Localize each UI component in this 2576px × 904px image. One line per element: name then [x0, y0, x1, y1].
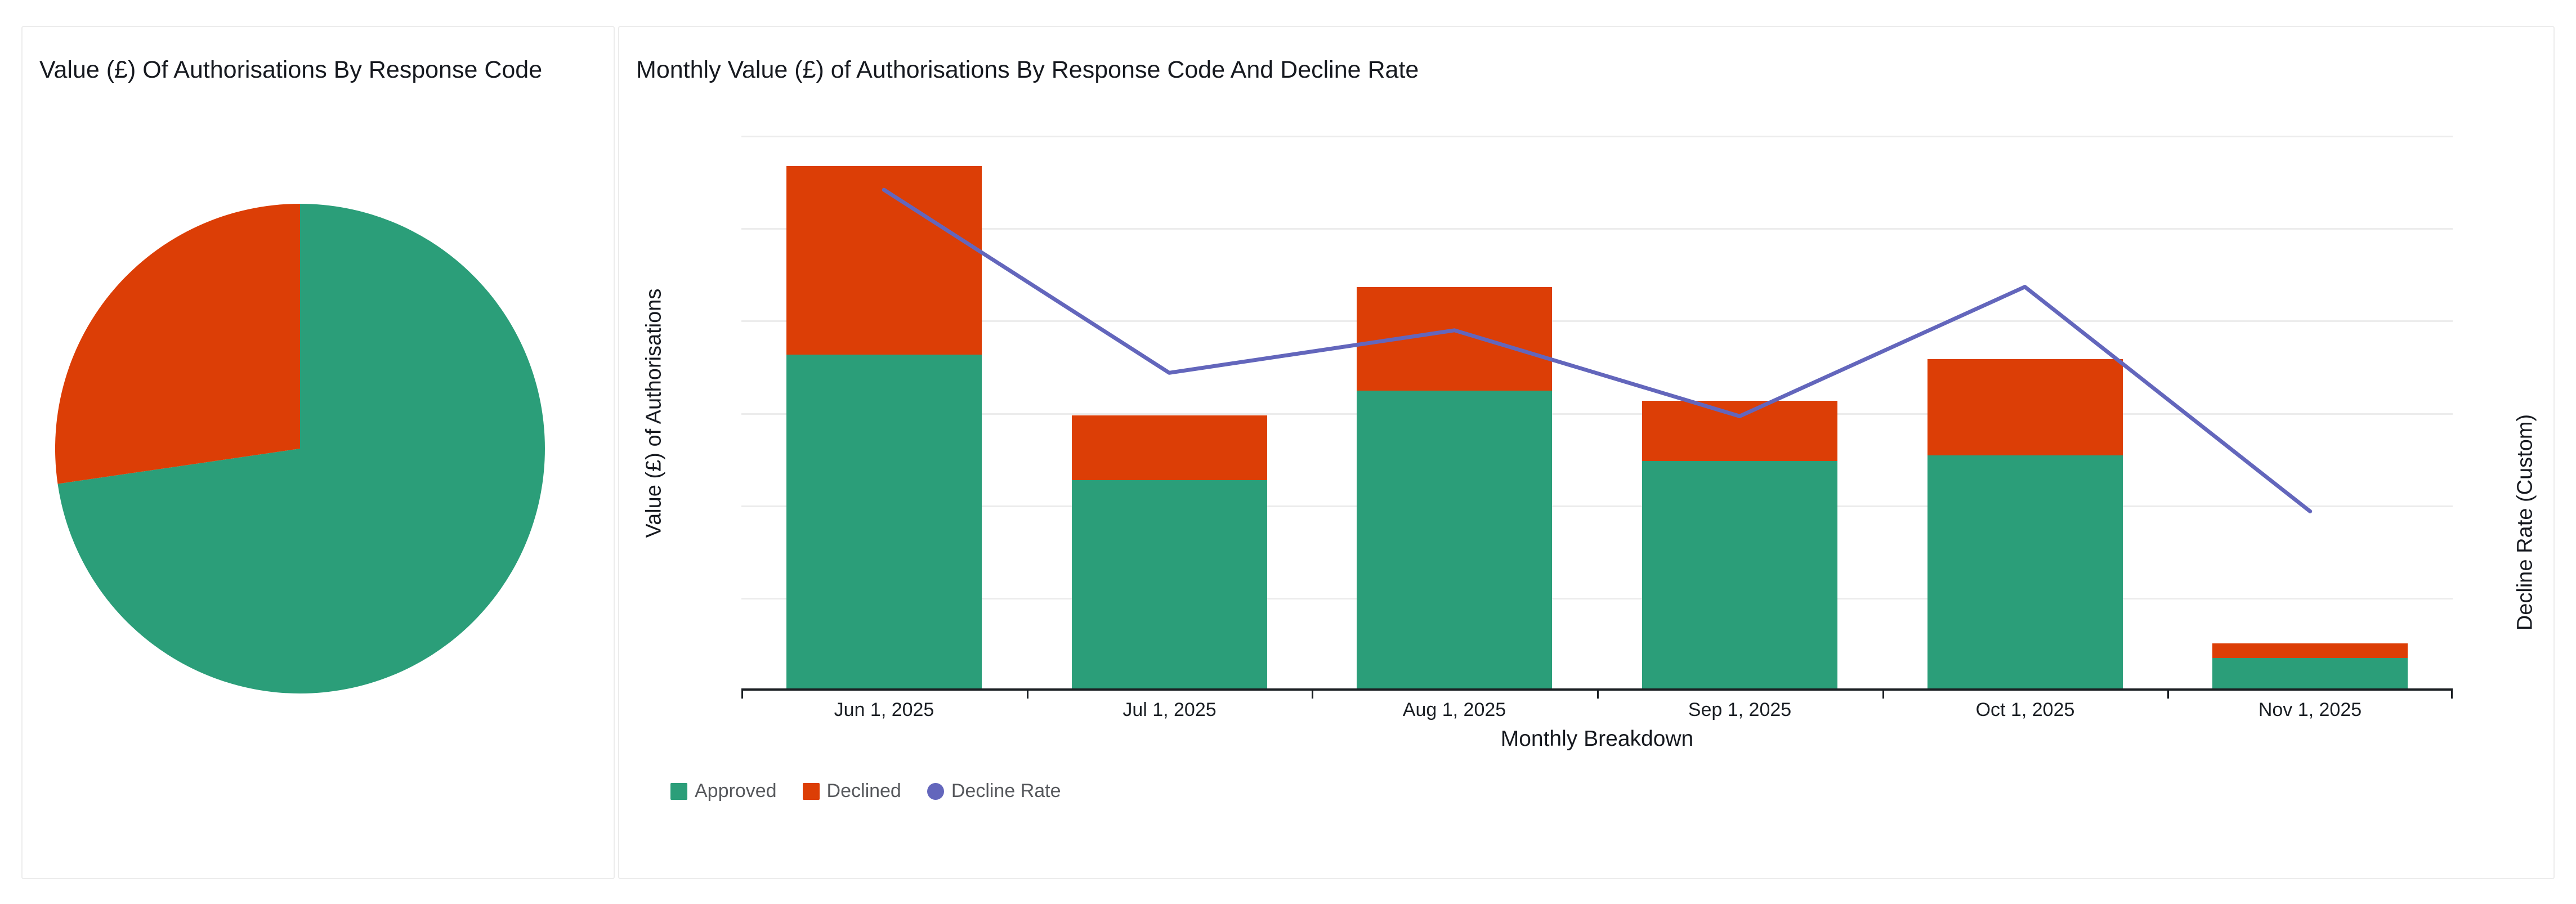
combo-plot-area[interactable]	[741, 136, 2453, 699]
approved-segment[interactable]	[2212, 658, 2408, 691]
approved-segment[interactable]	[786, 355, 982, 691]
legend-label: Decline Rate	[951, 780, 1061, 802]
approved-segment[interactable]	[1072, 480, 1267, 691]
pie-chart-card: Value (£) Of Authorisations By Response …	[21, 26, 615, 879]
decline-rate-swatch-icon	[927, 782, 944, 800]
gridline	[741, 136, 2453, 137]
bar-jun-1-2025[interactable]	[786, 166, 982, 691]
x-tick-label-nov-1-2025: Nov 1, 2025	[2258, 699, 2362, 720]
gridline	[741, 505, 2453, 507]
bar-aug-1-2025[interactable]	[1357, 287, 1552, 691]
declined-segment[interactable]	[786, 166, 982, 355]
chart-legend: Approved Declined Decline Rate	[670, 780, 1061, 802]
y-axis-title-right: Decline Rate (Custom)	[2513, 414, 2537, 631]
bar-oct-1-2025[interactable]	[1927, 359, 2123, 691]
x-axis-tick	[1027, 691, 1028, 699]
pie-chart[interactable]	[55, 204, 545, 693]
x-axis-tick	[1597, 691, 1599, 699]
bar-nov-1-2025[interactable]	[2212, 643, 2408, 691]
x-axis-title: Monthly Breakdown	[1500, 727, 1694, 751]
declined-swatch-icon	[802, 782, 820, 800]
pie-slice-approved[interactable]	[57, 204, 545, 693]
x-tick-label-aug-1-2025: Aug 1, 2025	[1402, 699, 1506, 720]
x-axis-line	[741, 688, 2453, 691]
x-axis-tick-labels: Jun 1, 2025 Jul 1, 2025 Aug 1, 2025 Sep 1, …	[741, 699, 2453, 724]
x-axis-tick	[2451, 691, 2453, 699]
x-axis-tick	[2167, 691, 2169, 699]
x-tick-label-jul-1-2025: Jul 1, 2025	[1122, 699, 1217, 720]
x-tick-label-sep-1-2025: Sep 1, 2025	[1688, 699, 1792, 720]
gridline	[741, 413, 2453, 415]
legend-item-decline-rate[interactable]: Decline Rate	[927, 780, 1061, 802]
y-axis-title-left: Value (£) of Authorisations	[642, 288, 666, 538]
gridline	[741, 228, 2453, 230]
declined-segment[interactable]	[1072, 415, 1267, 480]
pie-chart-title: Value (£) Of Authorisations By Response …	[39, 56, 543, 83]
legend-label: Declined	[826, 780, 901, 802]
gridline	[741, 598, 2453, 599]
combo-chart-title: Monthly Value (£) of Authorisations By R…	[636, 56, 1419, 83]
combo-chart-card: Monthly Value (£) of Authorisations By R…	[618, 26, 2555, 879]
approved-segment[interactable]	[1357, 391, 1552, 691]
decline-rate-line[interactable]	[741, 136, 2453, 691]
gridline	[741, 320, 2453, 322]
legend-item-declined[interactable]: Declined	[802, 780, 901, 802]
bar-sep-1-2025[interactable]	[1642, 401, 1837, 691]
x-tick-label-oct-1-2025: Oct 1, 2025	[1975, 699, 2075, 720]
bar-jul-1-2025[interactable]	[1072, 415, 1267, 691]
pie-slice-declined[interactable]	[55, 204, 300, 484]
legend-item-approved[interactable]: Approved	[670, 780, 777, 802]
x-axis-tick	[1312, 691, 1313, 699]
x-axis-tick	[741, 691, 743, 699]
approved-segment[interactable]	[1927, 455, 2123, 691]
x-tick-label-jun-1-2025: Jun 1, 2025	[834, 699, 934, 720]
approved-swatch-icon	[670, 782, 687, 800]
declined-segment[interactable]	[1642, 401, 1837, 461]
decline-rate-polyline[interactable]	[882, 187, 2313, 513]
declined-segment[interactable]	[2212, 643, 2408, 658]
legend-label: Approved	[695, 780, 777, 802]
x-axis-tick	[1882, 691, 1884, 699]
approved-segment[interactable]	[1642, 461, 1837, 691]
declined-segment[interactable]	[1927, 359, 2123, 455]
